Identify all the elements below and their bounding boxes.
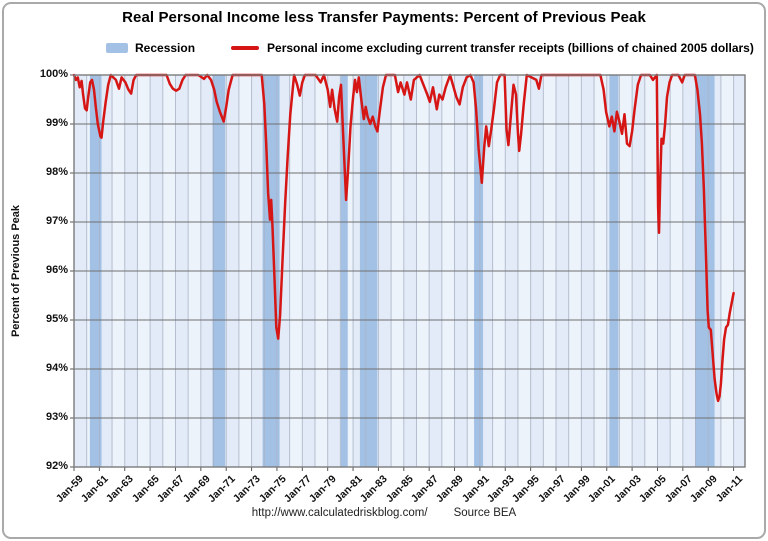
plot-border [73,74,746,468]
legend: Recession Personal income excluding curr… [106,41,754,55]
source-attribution: Source BEA [453,507,517,519]
legend-income-label: Personal income excluding current transf… [267,41,754,55]
legend-recession-label: Recession [135,41,196,55]
y-tick-label: 94% [45,362,68,374]
y-axis-title: Percent of Previous Peak [10,204,22,338]
y-tick-label: 93% [45,411,68,423]
y-tick-label: 99% [45,117,68,129]
income-line [72,73,735,403]
chart-title: Real Personal Income less Transfer Payme… [122,9,646,26]
recession-swatch [106,43,128,53]
source-url: http://www.calculatedriskblog.com/ [251,507,428,519]
y-tick-label: 98% [45,166,68,178]
y-tick-label: 92% [45,460,68,472]
y-tick-label: 95% [45,313,68,325]
y-tick-label: 100% [39,68,68,80]
y-tick-label: 96% [45,264,68,276]
y-tick-label: 97% [45,215,68,227]
source-footer: http://www.calculatedriskblog.com/Source… [0,507,768,519]
income-line-swatch [231,46,260,50]
